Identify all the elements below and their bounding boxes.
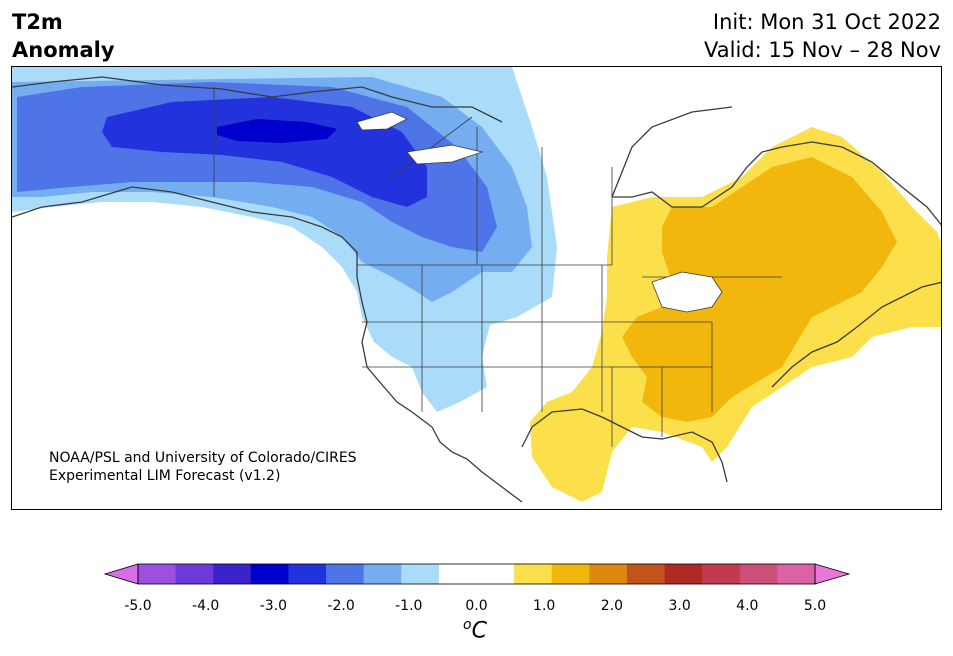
- colorbar-bin: [213, 564, 252, 584]
- colorbar-bin: [739, 564, 778, 584]
- colorbar-bin: [589, 564, 628, 584]
- coastlines: [12, 76, 941, 503]
- colorbar-tick-label: 3.0: [668, 598, 691, 614]
- borders: [213, 87, 782, 447]
- unit-symbol: C: [471, 618, 487, 644]
- colorbar-extend-high: [814, 563, 851, 585]
- cold-anomaly-region-4: [102, 97, 427, 207]
- colorbar-tick-label: -4.0: [192, 598, 220, 614]
- forecast-dates: Init: Mon 31 Oct 2022 Valid: 15 Nov – 28…: [704, 8, 941, 64]
- great-lakes: [356, 111, 723, 313]
- anomaly-map-svg: [12, 67, 941, 503]
- valid-range: Valid: 15 Nov – 28 Nov: [704, 38, 941, 62]
- colorbar-tick-label: 4.0: [736, 598, 759, 614]
- colorbar-outline: [137, 563, 816, 585]
- colorbar-tick-label: -1.0: [395, 598, 423, 614]
- colorbar-bin: [401, 564, 440, 584]
- variable-label: T2m: [12, 10, 63, 34]
- colorbar-bin: [626, 564, 666, 584]
- colorbar-bin: [777, 564, 816, 584]
- colorbar-bin: [476, 564, 515, 584]
- colorbar-tick-label: 5.0: [803, 598, 827, 614]
- colorbar-bin: [514, 564, 553, 584]
- colorbar-bins: [138, 564, 816, 584]
- colorbar-bin: [175, 564, 214, 584]
- colorbar-bin: [702, 564, 741, 584]
- colorbar-bin: [363, 564, 402, 584]
- unit-label: oC: [463, 617, 487, 643]
- colorbar-bin: [326, 564, 365, 584]
- colorbar-bin: [551, 564, 590, 584]
- colorbar-tick-label: -3.0: [259, 598, 288, 614]
- anomaly-label: Anomaly: [12, 38, 115, 62]
- colorbar-extend-low: [103, 563, 139, 585]
- credit-text: NOAA/PSL and University of Colorado/CIRE…: [49, 449, 357, 485]
- credit-line-2: Experimental LIM Forecast (v1.2): [49, 468, 281, 484]
- init-date: Init: Mon 31 Oct 2022: [712, 10, 941, 34]
- colorbar: [103, 563, 851, 585]
- credit-line-1: NOAA/PSL and University of Colorado/CIRE…: [49, 450, 357, 466]
- map-title: T2m Anomaly: [12, 8, 115, 64]
- colorbar-tick-label: -2.0: [327, 598, 355, 614]
- colorbar-bin: [250, 564, 289, 584]
- warm-anomaly-region-2: [622, 157, 897, 422]
- colorbar-tick-label: 0.0: [465, 598, 488, 614]
- colorbar-bin: [438, 564, 477, 584]
- colorbar-tick-label: 2.0: [600, 598, 624, 614]
- colorbar-tick-label: 1.0: [533, 598, 556, 614]
- colorbar-bin: [288, 564, 327, 584]
- colorbar-bin: [664, 564, 703, 584]
- colorbar-bin: [138, 564, 177, 584]
- cold-anomaly-region-5: [217, 119, 337, 143]
- forecast-map: NOAA/PSL and University of Colorado/CIRE…: [11, 66, 942, 510]
- degree-symbol: o: [463, 617, 472, 633]
- colorbar-tick-label: -5.0: [124, 598, 152, 614]
